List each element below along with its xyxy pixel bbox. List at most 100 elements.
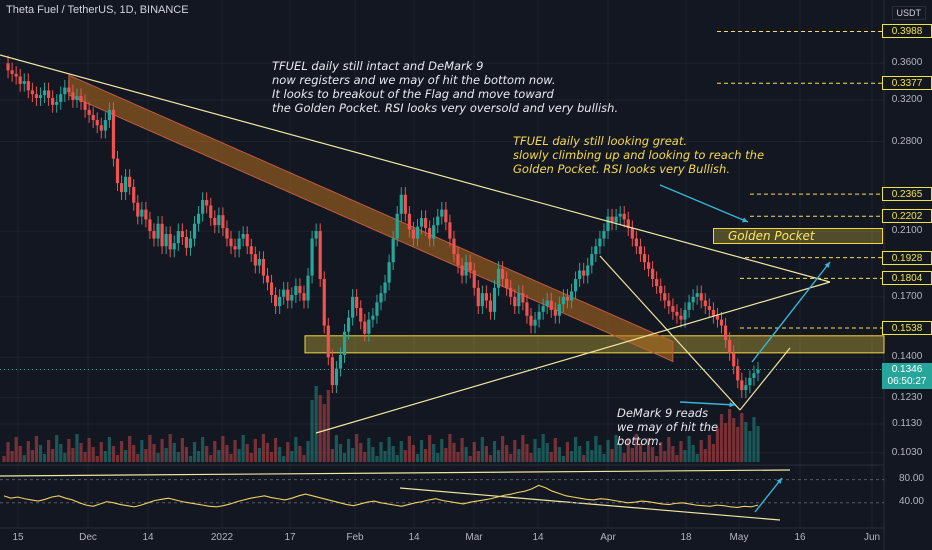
- candle-body: [46, 90, 51, 99]
- volume-bar: [440, 439, 444, 462]
- volume-bar: [363, 452, 367, 462]
- volume-bar: [38, 445, 43, 462]
- volume-bar: [740, 413, 744, 462]
- volume-bar: [46, 440, 51, 462]
- rsi-trendline: [0, 469, 791, 477]
- candle-body: [460, 265, 464, 276]
- volume-bar: [265, 443, 270, 462]
- volume-bar: [342, 453, 347, 462]
- volume-bar: [638, 443, 643, 462]
- currency-badge[interactable]: USDT: [891, 6, 926, 20]
- note-arrow: [679, 401, 736, 406]
- candle-body: [63, 87, 67, 95]
- volume-bar: [594, 436, 598, 462]
- volume-bar: [383, 451, 387, 462]
- candle-body: [752, 373, 756, 378]
- volume-bar: [419, 440, 424, 462]
- volume-bar: [128, 436, 132, 462]
- volume-bar: [646, 438, 651, 462]
- volume-bar: [95, 456, 99, 462]
- candle-body: [30, 90, 34, 95]
- volume-bar: [257, 448, 261, 462]
- candle-body: [18, 76, 22, 84]
- candle-body: [26, 81, 30, 91]
- candle-body: [107, 109, 111, 121]
- volume-bar: [298, 446, 302, 462]
- candle-body: [249, 246, 253, 255]
- volume-bar: [152, 444, 156, 462]
- candle-body: [132, 186, 136, 203]
- rsi-panel: [0, 479, 884, 508]
- candle-body: [156, 223, 160, 239]
- volume-bar: [468, 456, 472, 462]
- price-label: 0.2100: [891, 225, 923, 237]
- candle-body: [411, 229, 416, 239]
- volume-bar: [160, 439, 164, 462]
- volume-bar: [472, 442, 476, 462]
- volume-bar: [610, 449, 614, 462]
- candle-body: [444, 209, 448, 223]
- candle-body: [6, 63, 10, 71]
- candle-body: [671, 306, 675, 312]
- volume-bar: [723, 423, 728, 462]
- volume-bar: [306, 441, 310, 462]
- candle-body: [529, 315, 533, 326]
- time-label: Dec: [79, 532, 97, 543]
- candle-body: [314, 231, 318, 239]
- volume-bar: [565, 442, 570, 462]
- candle-body: [383, 282, 387, 294]
- volume-bar: [699, 440, 703, 462]
- candle-body: [395, 213, 399, 239]
- volume-bar: [391, 446, 395, 462]
- volume-bar: [736, 427, 740, 462]
- volume-bar: [148, 435, 152, 462]
- chart-grid: [0, 0, 885, 550]
- volume-bar: [314, 386, 318, 462]
- time-label: Jun: [863, 532, 881, 543]
- volume-bar: [618, 444, 622, 462]
- volume-bar: [26, 441, 30, 462]
- volume-bar: [359, 443, 363, 462]
- time-label: 17: [284, 532, 296, 543]
- volume-bar: [294, 437, 298, 462]
- volume-bar: [651, 447, 655, 462]
- volume-bar: [622, 453, 626, 462]
- candle-body: [719, 319, 724, 326]
- candle-body: [160, 223, 164, 247]
- price-label: 0.3200: [891, 93, 923, 105]
- volume-bar: [728, 409, 732, 462]
- candle-body: [428, 228, 432, 239]
- volume-bar: [488, 455, 493, 462]
- candle-body: [375, 302, 379, 316]
- candle-body: [521, 293, 525, 303]
- volume-bar: [115, 455, 120, 462]
- candle-body: [480, 293, 484, 307]
- volume-bar: [691, 445, 695, 462]
- candle-body: [561, 296, 566, 305]
- candle-body: [687, 302, 691, 310]
- ma-ribbon: [68, 74, 674, 363]
- volume-bar: [286, 442, 290, 462]
- note-arrow: [659, 184, 749, 223]
- volume-bar: [51, 449, 55, 462]
- candle-body: [128, 176, 132, 187]
- candle-body: [318, 231, 322, 280]
- fib-levels: [717, 30, 884, 329]
- volume-bar: [448, 434, 452, 462]
- candle-body: [192, 223, 197, 239]
- candle-body: [205, 200, 209, 206]
- candle-body: [651, 268, 655, 280]
- candle-body: [646, 262, 651, 269]
- candle-body: [432, 225, 436, 239]
- candle-body: [51, 98, 55, 105]
- price-label: 0.1700: [891, 290, 923, 302]
- volume-bar: [346, 439, 351, 462]
- projection-arrow-head: [824, 262, 830, 268]
- volume-bar: [209, 455, 213, 462]
- volume-bar: [91, 447, 95, 462]
- candle-body: [184, 237, 189, 248]
- volume-bar: [42, 454, 47, 462]
- candle-body: [265, 275, 270, 283]
- volume-bar: [87, 438, 91, 462]
